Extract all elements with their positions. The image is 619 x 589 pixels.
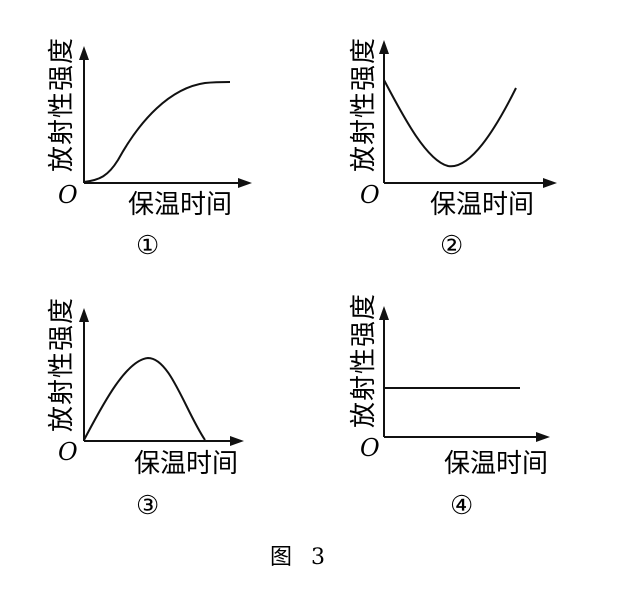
panel-4-y-arrow [379, 306, 389, 320]
panel-2-y-label: 放射性强度 [349, 37, 379, 172]
panel-1-curve [83, 81, 231, 183]
panel-1-y-label: 放射性强度 [47, 37, 77, 172]
panel-2-x-label: 保温时间 [430, 190, 534, 220]
panel-2-curve [383, 79, 517, 168]
panel-1-number: ① [136, 231, 159, 261]
panel-3-curve [83, 356, 206, 441]
panel-1-x-arrow [238, 178, 252, 188]
panel-4-number: ④ [450, 491, 473, 521]
panel-3-x-arrow [230, 436, 244, 446]
panel-2-number: ② [440, 231, 463, 261]
panel-2-y-arrow [379, 40, 389, 54]
panel-2-origin: O [360, 181, 380, 209]
panel-4-x-arrow [536, 432, 550, 442]
panel-3-y-arrow [79, 308, 89, 322]
panel-3-x-label: 保温时间 [134, 449, 238, 479]
panel-2-x-arrow [543, 178, 557, 188]
panel-3-number: ③ [136, 491, 159, 521]
panel-2: 放射性强度 O 保温时间 ② [349, 37, 557, 261]
panel-1: 放射性强度 O 保温时间 ① [47, 37, 252, 261]
panel-3-origin: O [58, 438, 78, 466]
panel-1-y-arrow [79, 46, 89, 60]
panel-4-y-label: 放射性强度 [349, 293, 379, 428]
panel-1-origin: O [58, 181, 78, 209]
panel-4-x-label: 保温时间 [444, 449, 548, 479]
panel-3: 放射性强度 O 保温时间 ③ [47, 297, 244, 521]
panel-1-x-label: 保温时间 [128, 190, 232, 220]
panel-4-origin: O [360, 434, 380, 462]
panel-3-y-label: 放射性强度 [47, 297, 77, 432]
figure-caption: 图 3 [270, 545, 331, 570]
panel-4: 放射性强度 O 保温时间 ④ [349, 293, 550, 521]
